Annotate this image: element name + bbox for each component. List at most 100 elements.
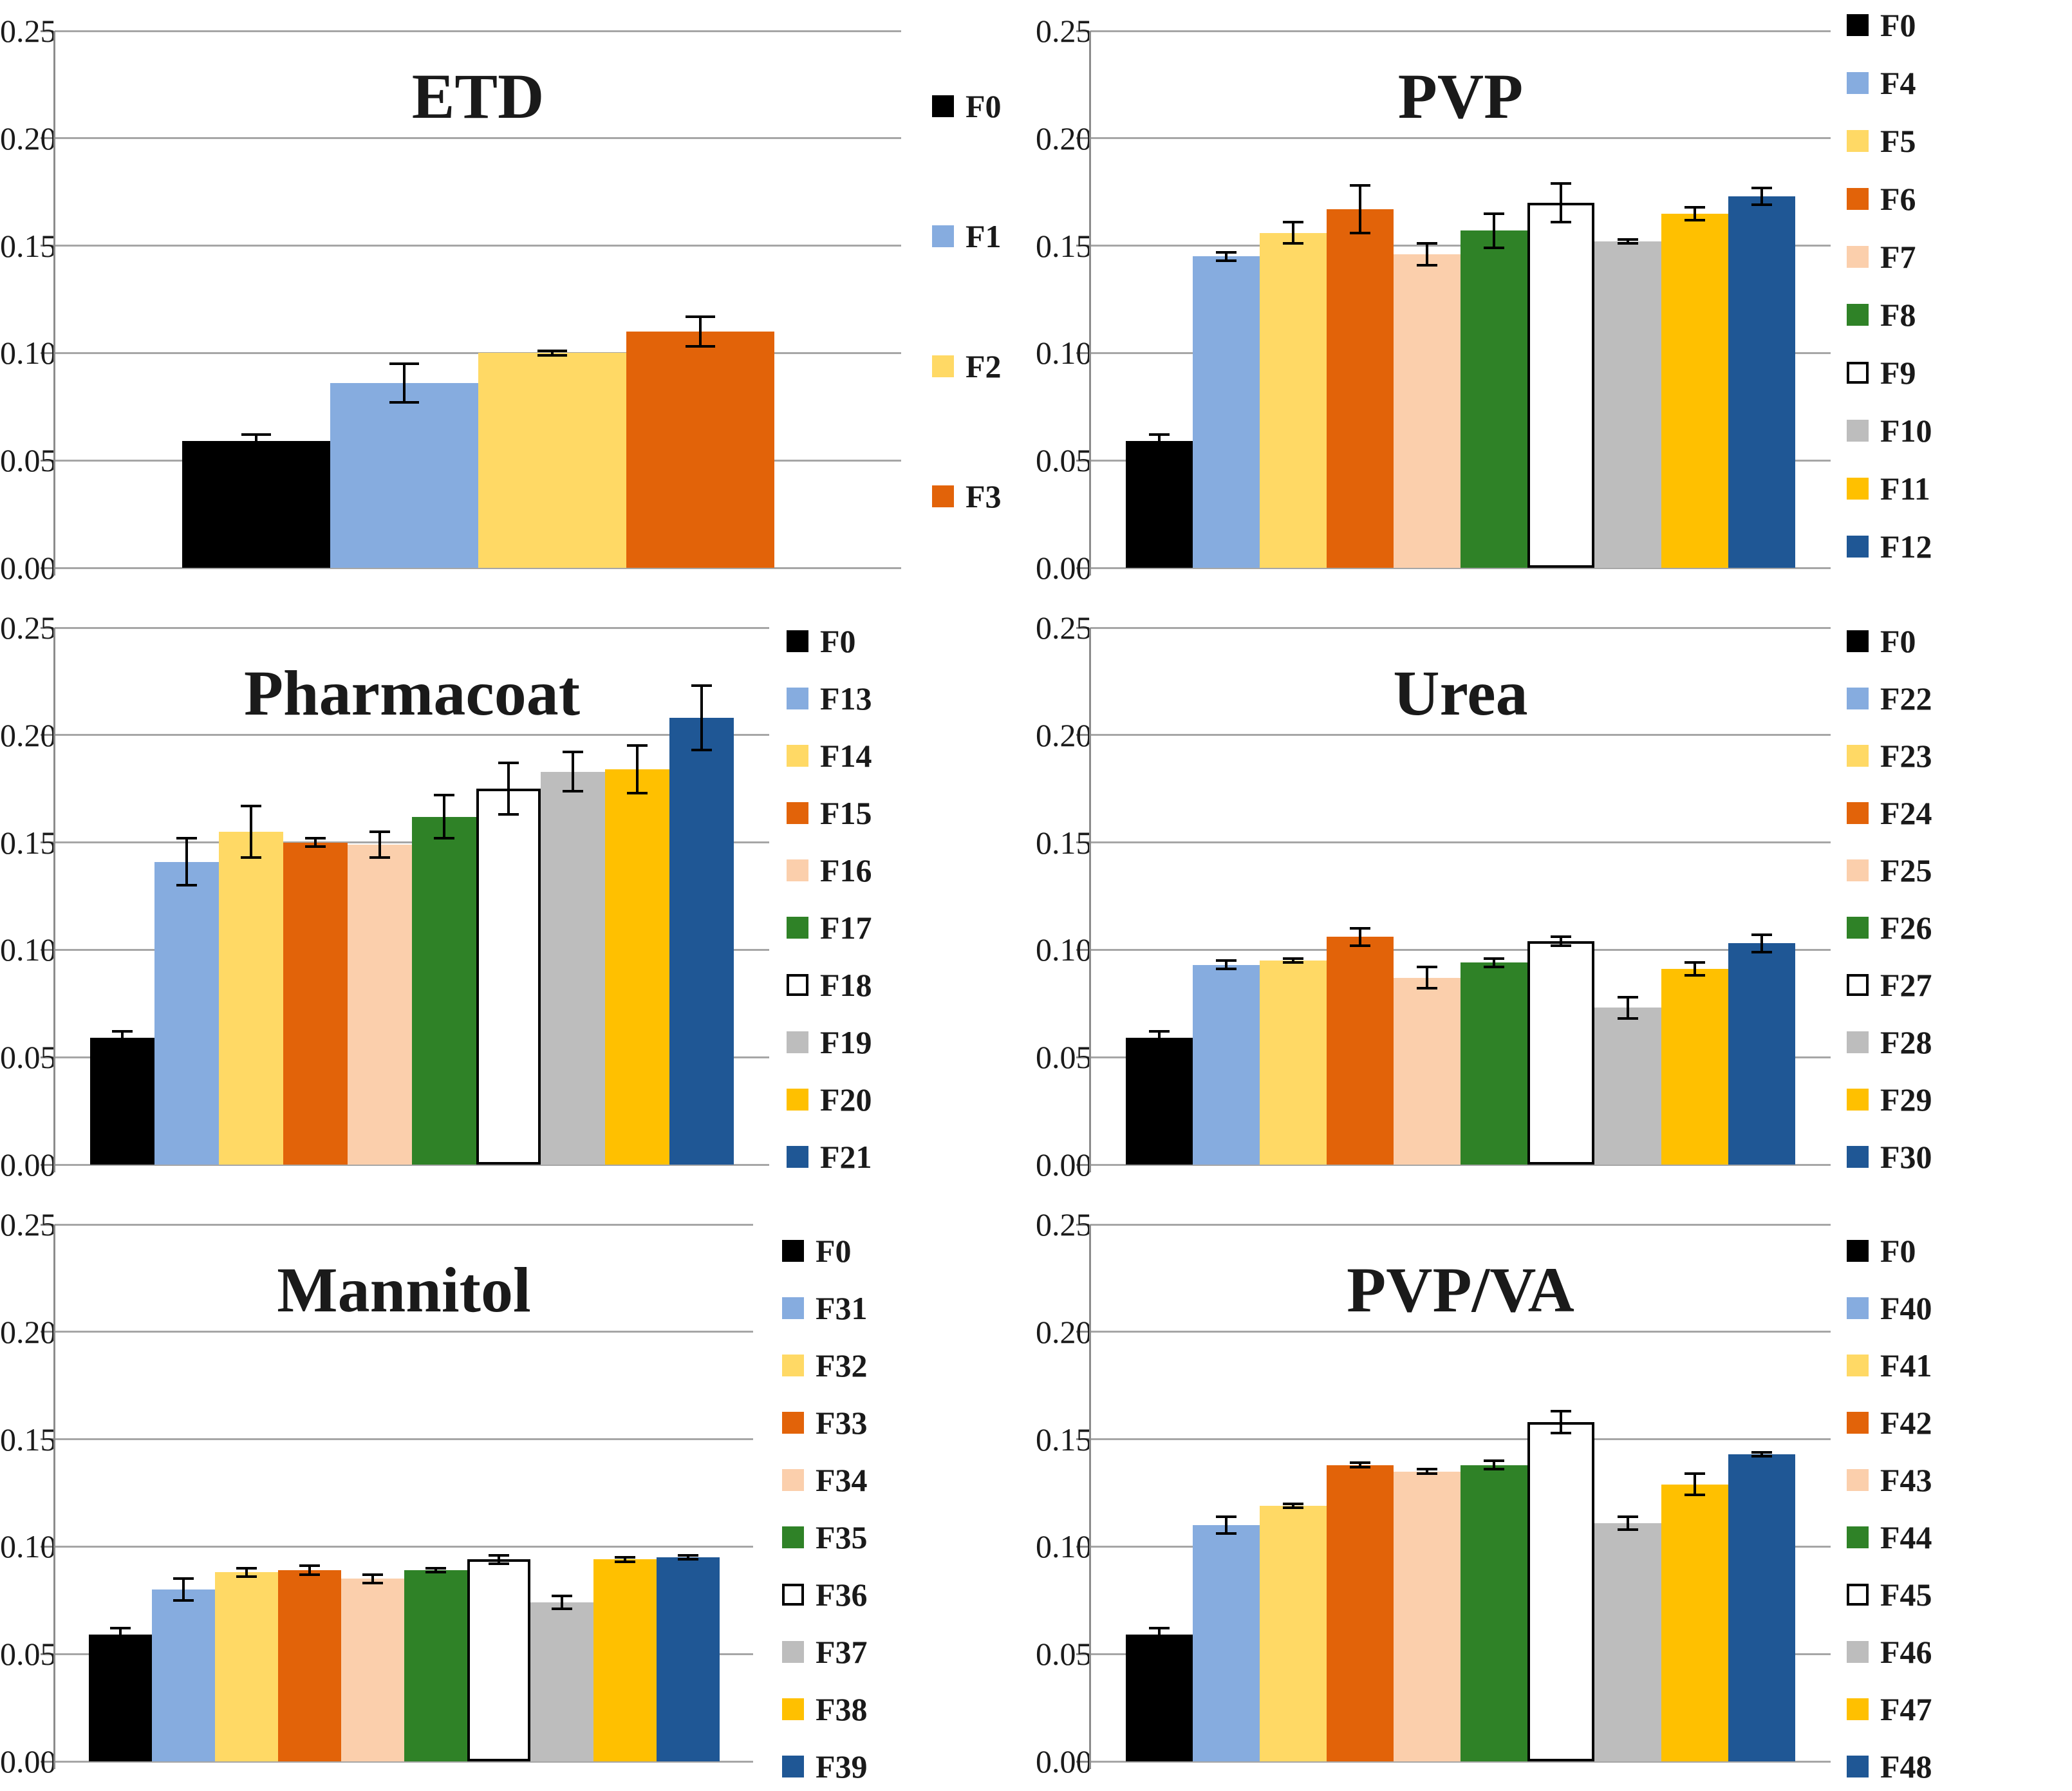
bar-F48: [1728, 1454, 1795, 1761]
legend-swatch-black: [1847, 1240, 1869, 1262]
bar-F14: [219, 831, 283, 1165]
y-tick-label: 0.10: [1036, 932, 1092, 968]
legend-label: F0: [816, 1233, 852, 1269]
error-bar-cap-top: [614, 1556, 635, 1559]
error-bar-cap-bottom: [369, 856, 390, 859]
bar-F35: [404, 1570, 467, 1761]
error-bar-cap-top: [1350, 1461, 1370, 1465]
y-axis-tick: [41, 1545, 53, 1548]
legend-item-F12: F12: [1847, 530, 1988, 563]
legend-label: F26: [1880, 910, 1932, 946]
error-bar-cap-top: [1216, 1515, 1237, 1518]
legend-item-F0: F0: [787, 625, 928, 657]
error-bar-cap-top: [1551, 1410, 1571, 1413]
bar-F21: [669, 718, 734, 1165]
error-bar: [572, 752, 574, 791]
bar-F39: [656, 1557, 720, 1761]
error-bar-cap-bottom: [1751, 203, 1772, 207]
y-axis-tick: [41, 1331, 53, 1333]
legend-swatch-gold: [782, 1698, 804, 1720]
legend-label: F11: [1880, 471, 1930, 507]
error-bar-cap-top: [1283, 1502, 1303, 1505]
legend-swatch-yellow: [932, 355, 954, 377]
error-bar-cap-bottom: [498, 813, 519, 816]
legend-label: F31: [816, 1290, 868, 1326]
legend-swatch-yellow: [782, 1355, 804, 1376]
error-bar-cap-top: [537, 350, 567, 353]
error-bar-cap-top: [1216, 959, 1237, 962]
error-bar-cap-bottom: [1350, 231, 1370, 234]
error-bar-cap-top: [1551, 935, 1571, 939]
y-axis-line: [1089, 628, 1091, 1172]
legend-item-F11: F11: [1847, 471, 1988, 507]
grid-line: [55, 245, 901, 247]
legend-label: F36: [816, 1577, 868, 1613]
bar-F34: [341, 1579, 404, 1761]
legend-label: F14: [820, 738, 872, 774]
y-tick-label: 0.20: [0, 120, 57, 156]
error-bar-cap-top: [1417, 242, 1437, 245]
error-bar-cap-bottom: [1283, 242, 1303, 245]
bar-F2: [478, 353, 626, 568]
legend-swatch-gold: [1847, 1089, 1869, 1111]
y-tick-label: 0.05: [1036, 1039, 1092, 1076]
grid-line: [1090, 567, 1831, 569]
legend-item-F7: F7: [1847, 241, 1988, 273]
bar-F22: [1193, 964, 1260, 1165]
y-tick-label: 0.20: [0, 1313, 57, 1350]
legend-label: F40: [1880, 1290, 1932, 1326]
bar-F41: [1260, 1506, 1327, 1761]
error-bar-cap-bottom: [1283, 1506, 1303, 1510]
legend-label: F5: [1880, 123, 1916, 159]
bar-F0: [90, 1038, 154, 1165]
legend-label: F8: [1880, 297, 1916, 333]
legend-item-F22: F22: [1847, 682, 1988, 715]
error-bar-cap-top: [1283, 957, 1303, 960]
legend-item-F24: F24: [1847, 797, 1988, 829]
legend-swatch-white: [787, 974, 808, 996]
error-bar: [1627, 239, 1629, 244]
error-bar: [1426, 1469, 1428, 1474]
y-tick-label: 0.10: [0, 335, 57, 371]
error-bar: [636, 745, 639, 793]
legend-label: F37: [816, 1634, 868, 1670]
legend-label: F16: [820, 852, 872, 888]
grid-line: [1090, 30, 1831, 32]
error-bar-cap-bottom: [1149, 1640, 1170, 1643]
legend-item-F36: F36: [782, 1577, 924, 1613]
grid-line: [55, 1760, 753, 1763]
legend-item-F33: F33: [782, 1407, 924, 1439]
legend-label: F29: [1880, 1082, 1932, 1118]
error-bar-cap-bottom: [1751, 1455, 1772, 1458]
y-tick-label: 0.15: [1036, 227, 1092, 264]
y-tick-label: 0.05: [0, 442, 57, 479]
error-bar-cap-top: [1618, 238, 1638, 241]
legend-item-F5: F5: [1847, 123, 1988, 159]
error-bar-cap-top: [563, 751, 583, 754]
error-bar-cap-bottom: [614, 1560, 635, 1563]
y-tick-label: 0.25: [0, 610, 57, 646]
y-axis-tick: [1076, 137, 1089, 140]
legend-label: F17: [820, 910, 872, 946]
y-axis-tick: [1076, 1545, 1089, 1548]
legend-item-F16: F16: [787, 852, 928, 888]
y-tick-label: 0.15: [1036, 824, 1092, 861]
error-bar: [1493, 1460, 1495, 1470]
error-bar: [371, 1574, 374, 1584]
legend-item-F8: F8: [1847, 297, 1988, 333]
legend-item-F18: F18: [787, 969, 928, 1001]
error-bar: [700, 686, 703, 751]
legend-label: F44: [1880, 1519, 1932, 1555]
legend-item-F4: F4: [1847, 67, 1988, 99]
error-bar: [1694, 962, 1696, 976]
legend-item-F30: F30: [1847, 1141, 1988, 1173]
legend-item-F2: F2: [932, 350, 1036, 382]
error-bar-cap-top: [1350, 927, 1370, 930]
y-axis-line: [53, 628, 55, 1172]
legend-swatch-gold: [787, 1089, 808, 1111]
grid-line: [1090, 734, 1831, 736]
legend-swatch-white: [1847, 362, 1869, 384]
error-bar: [623, 1557, 626, 1562]
error-bar-cap-top: [498, 762, 519, 765]
grid-line: [1090, 626, 1831, 629]
